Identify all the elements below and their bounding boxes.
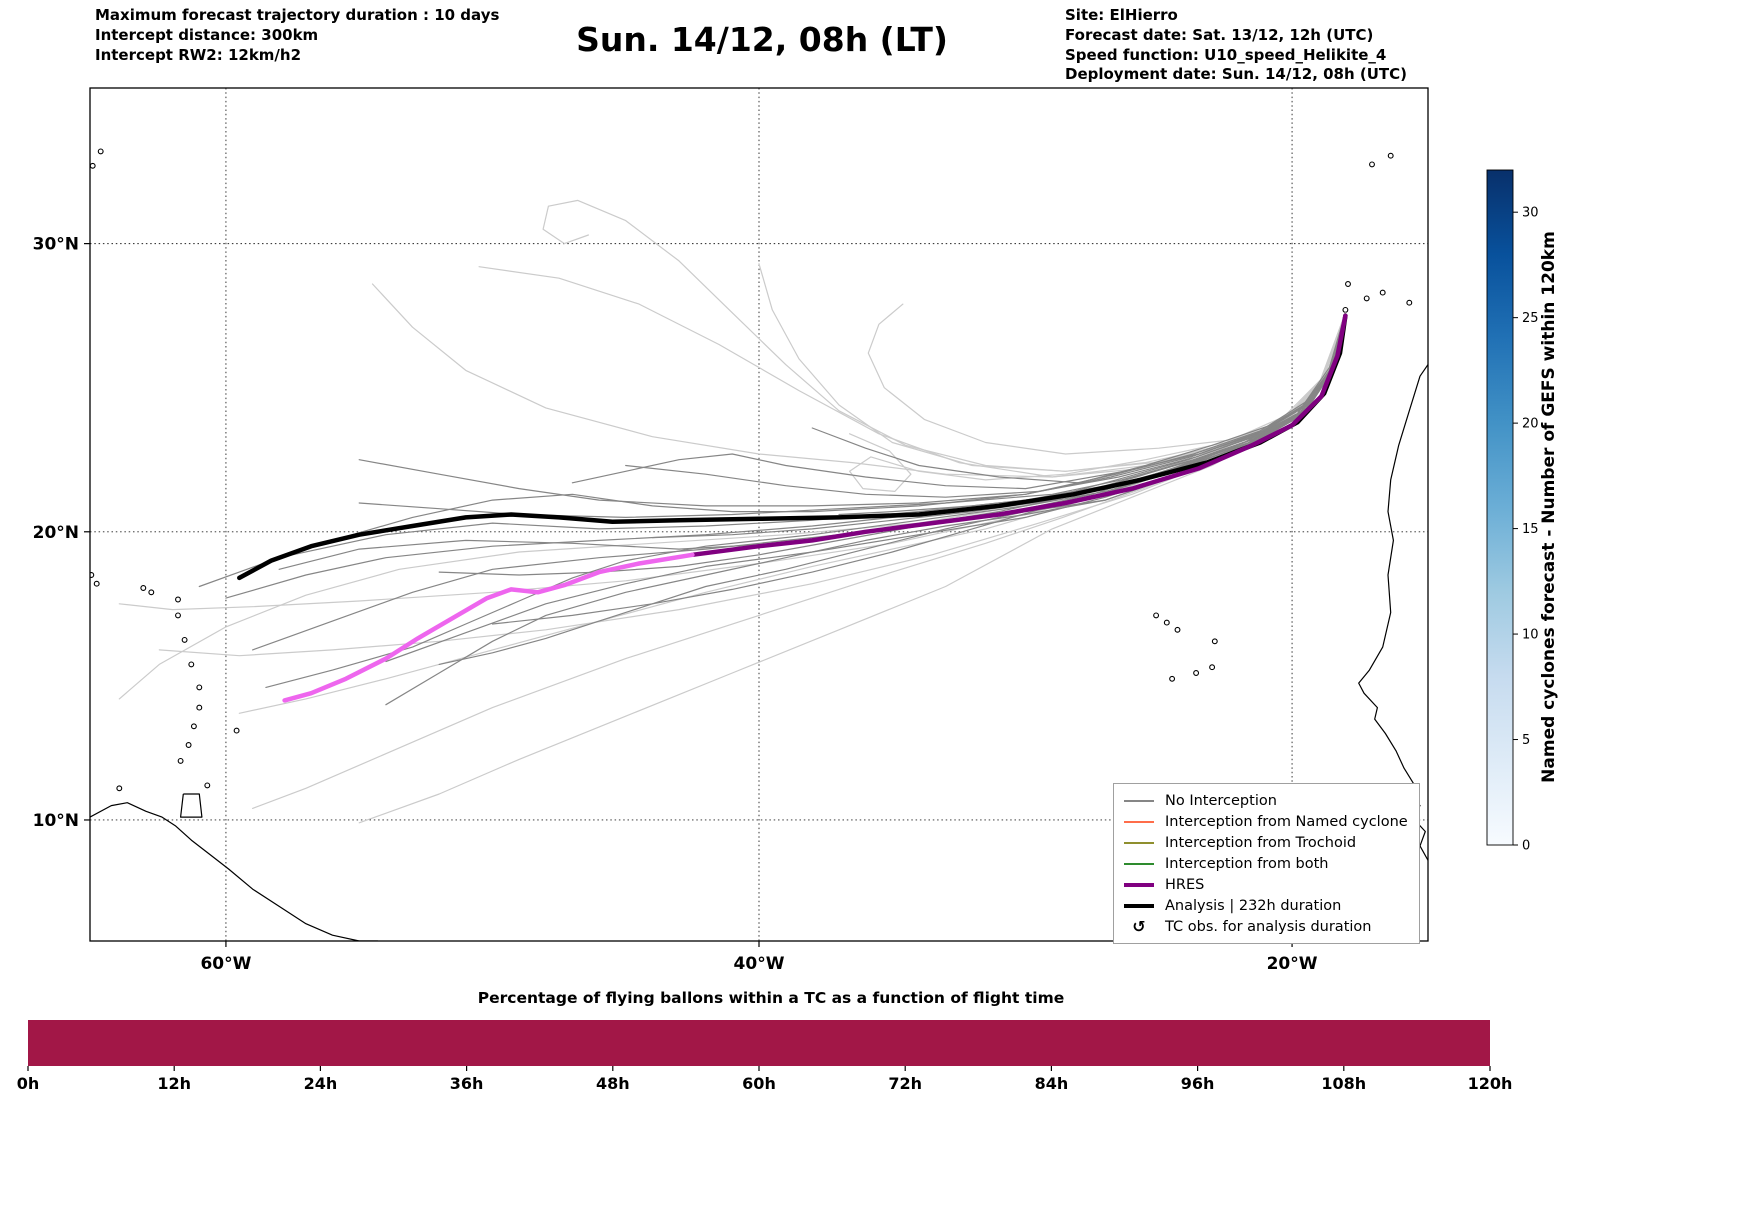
svg-text:30: 30 [1522,206,1539,221]
svg-text:12h: 12h [157,1074,191,1093]
legend-label-analysis: Analysis | 232h duration [1165,897,1342,914]
svg-text:20: 20 [1522,417,1539,432]
svg-text:0: 0 [1522,839,1530,854]
legend-row: HRES [1123,874,1410,895]
intercept-distance-text: Intercept distance: 300km [95,25,319,44]
svg-text:108h: 108h [1321,1074,1366,1093]
legend-row: Interception from Named cyclone [1123,811,1410,832]
forecast-date-text: Forecast date: Sat. 13/12, 12h (UTC) [1065,25,1374,44]
legend-row: Interception from both [1123,853,1410,874]
speed-function-text: Speed function: U10_speed_Helikite_4 [1065,45,1387,64]
legend-line-interception-trochoid [1123,841,1155,844]
svg-text:36h: 36h [450,1074,484,1093]
svg-text:20°W: 20°W [1267,954,1318,974]
legend-line-no-interception [1123,799,1155,802]
colorbar-label: Named cyclones forecast - Number of GEFS… [1539,231,1559,783]
legend-row: No Interception [1123,790,1410,811]
legend-line-interception-both [1123,862,1155,865]
balloon-chart-title: Percentage of flying ballons within a TC… [477,989,1065,1007]
legend-label-no-interception: No Interception [1165,792,1277,809]
svg-text:48h: 48h [596,1074,630,1093]
legend-label-tc-obs: TC obs. for analysis duration [1165,918,1372,935]
svg-text:30°N: 30°N [33,235,79,255]
legend-label-interception-trochoid: Interception from Trochoid [1165,834,1357,851]
svg-text:25: 25 [1522,311,1539,326]
header-left-info: Maximum forecast trajectory duration : 1… [95,6,499,65]
svg-text:24h: 24h [304,1074,338,1093]
svg-text:120h: 120h [1468,1074,1513,1093]
svg-text:60°W: 60°W [200,954,251,974]
svg-text:15: 15 [1522,522,1539,537]
figure-title: Sun. 14/12, 08h (LT) [576,20,948,59]
svg-text:10: 10 [1522,628,1539,643]
svg-text:10°N: 10°N [33,811,79,831]
legend-label-interception-named-cyclone: Interception from Named cyclone [1165,813,1408,830]
header-right-info: Site: ElHierro Forecast date: Sat. 13/12… [1065,6,1407,85]
legend-label-hres: HRES [1165,876,1205,893]
max-duration-text: Maximum forecast trajectory duration : 1… [95,6,500,24]
legend-row: Analysis | 232h duration [1123,895,1410,916]
svg-text:5: 5 [1522,733,1530,748]
site-text: Site: ElHierro [1065,6,1178,24]
svg-text:0h: 0h [17,1074,40,1093]
legend-row: Interception from Trochoid [1123,832,1410,853]
svg-text:96h: 96h [1181,1074,1215,1093]
legend-line-analysis [1123,903,1155,908]
legend-label-interception-both: Interception from both [1165,855,1329,872]
legend-line-interception-named-cyclone [1123,820,1155,823]
intercept-rw2-text: Intercept RW2: 12km/h2 [95,45,302,64]
svg-text:60h: 60h [742,1074,776,1093]
legend-line-hres [1123,882,1155,887]
svg-text:40°W: 40°W [734,954,785,974]
svg-text:20°N: 20°N [33,523,79,543]
legend: No Interception Interception from Named … [1113,783,1420,944]
svg-text:84h: 84h [1035,1074,1069,1093]
tc-obs-icon: ↺ [1132,917,1146,936]
legend-row: ↺ TC obs. for analysis duration [1123,916,1410,937]
svg-text:72h: 72h [888,1074,922,1093]
deployment-date-text: Deployment date: Sun. 14/12, 08h (UTC) [1065,65,1408,84]
